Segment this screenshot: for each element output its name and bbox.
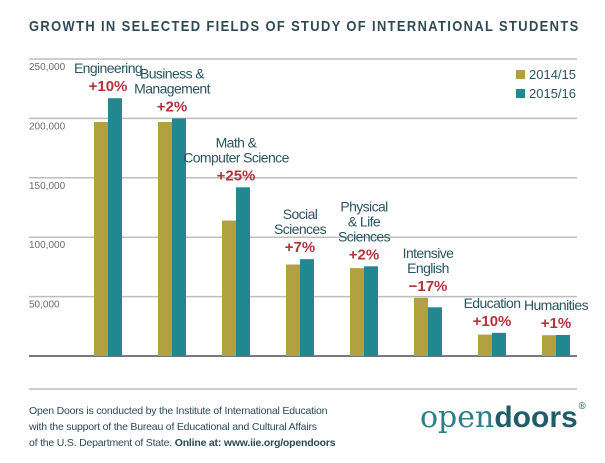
category-label: Engineering — [74, 60, 142, 76]
category-label: English — [407, 260, 449, 276]
legend-swatch — [516, 89, 525, 98]
bar-2015-16 — [172, 118, 186, 357]
bar-2014-15 — [222, 220, 236, 356]
y-tick-label: 150,000 — [29, 181, 66, 192]
change-label: +2% — [349, 246, 379, 263]
bar-2015-16 — [108, 98, 122, 356]
change-label: +2% — [157, 98, 187, 115]
category-label: & Life — [348, 213, 381, 229]
category-label: Intensive — [403, 245, 454, 261]
y-tick-label: 50,000 — [29, 300, 60, 311]
category-label: Sciences — [338, 228, 391, 244]
bar-2014-15 — [286, 264, 300, 356]
footer-online-link[interactable]: Online at: www.iie.org/opendoors — [174, 437, 336, 449]
change-label: −17% — [409, 278, 448, 295]
bar-2015-16 — [428, 307, 442, 356]
bar-2014-15 — [350, 268, 364, 356]
change-label: +1% — [541, 315, 571, 332]
logo-doors: doors — [494, 401, 578, 434]
change-label: +7% — [285, 239, 315, 256]
bar-2014-15 — [478, 334, 492, 356]
category-label: Computer Science — [183, 149, 289, 165]
category-label: Humanities — [524, 297, 589, 313]
y-tick-label: 200,000 — [29, 121, 66, 132]
bar-2015-16 — [492, 332, 506, 356]
bar-2014-15 — [414, 297, 428, 356]
category-label: Math & — [216, 134, 258, 150]
legend-swatch — [516, 70, 525, 79]
opendoors-logo: opendoors® — [420, 400, 587, 435]
category-label: Management — [134, 80, 210, 96]
change-label: +10% — [89, 78, 128, 95]
footer-line-2: with the support of the Bureau of Educat… — [29, 421, 317, 433]
legend-label: 2014/15 — [529, 67, 576, 82]
footer-note: Open Doors is conducted by the Institute… — [29, 403, 349, 451]
category-label: Education — [464, 295, 521, 311]
change-label: +10% — [473, 313, 512, 330]
y-tick-label: 100,000 — [29, 240, 66, 251]
logo-open: open — [420, 400, 495, 435]
bar-2014-15 — [158, 121, 172, 357]
y-tick-label: 250,000 — [29, 62, 66, 73]
category-label: Physical — [340, 198, 388, 214]
logo-registered-mark: ® — [577, 402, 587, 412]
category-label: Sciences — [274, 221, 327, 237]
footer-line-1: Open Doors is conducted by the Institute… — [29, 405, 328, 417]
chart-title: GROWTH IN SELECTED FIELDS OF STUDY OF IN… — [29, 18, 580, 35]
legend-label: 2015/16 — [529, 86, 576, 101]
footer-line-3: of the U.S. Department of State. — [29, 437, 173, 449]
bar-2015-16 — [364, 266, 378, 356]
category-label: Business & — [140, 65, 205, 81]
bar-2015-16 — [556, 334, 570, 356]
category-label: Social — [283, 206, 318, 222]
bar-2015-16 — [300, 259, 314, 356]
bar-2014-15 — [94, 121, 108, 357]
change-label: +25% — [217, 167, 256, 184]
bar-2015-16 — [236, 187, 250, 356]
bar-2014-15 — [542, 335, 556, 356]
